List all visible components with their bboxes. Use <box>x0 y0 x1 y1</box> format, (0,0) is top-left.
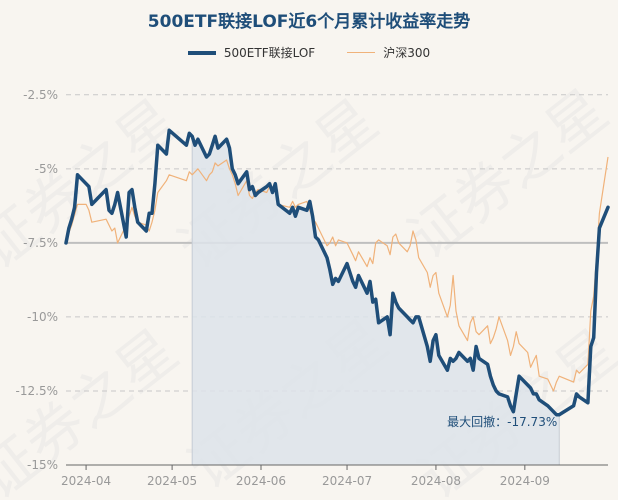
x-tick-label: 2024-07 <box>322 474 372 488</box>
legend-label-fund: 500ETF联接LOF <box>223 46 316 60</box>
legend: 500ETF联接LOF 沪深300 <box>0 44 618 61</box>
x-tick-label: 2024-04 <box>61 474 111 488</box>
series-line-fund <box>64 128 610 417</box>
legend-swatch-index <box>347 52 376 53</box>
series-line-index <box>65 156 609 392</box>
y-tick-label: -5% <box>35 162 58 176</box>
chart-title: 500ETF联接LOF近6个月累计收益率走势 <box>147 12 471 32</box>
y-tick-label: -7.5% <box>23 236 58 250</box>
x-tick-label: 2024-09 <box>500 474 550 488</box>
y-tick-label: -15% <box>27 458 58 472</box>
legend-item-index[interactable]: 沪深300 <box>347 44 430 61</box>
y-tick-label: -12.5% <box>16 384 58 398</box>
x-tick-label: 2024-06 <box>236 474 286 488</box>
legend-item-fund[interactable]: 500ETF联接LOF <box>187 44 316 61</box>
y-tick-label: -10% <box>27 310 58 324</box>
legend-swatch-fund <box>187 50 216 55</box>
drawdown-label: 最大回撤：-17.73% <box>447 414 557 429</box>
legend-label-index: 沪深300 <box>383 46 431 60</box>
x-tick-label: 2024-05 <box>147 474 197 488</box>
x-tick-label: 2024-08 <box>411 474 461 488</box>
y-tick-label: -2.5% <box>23 88 58 102</box>
